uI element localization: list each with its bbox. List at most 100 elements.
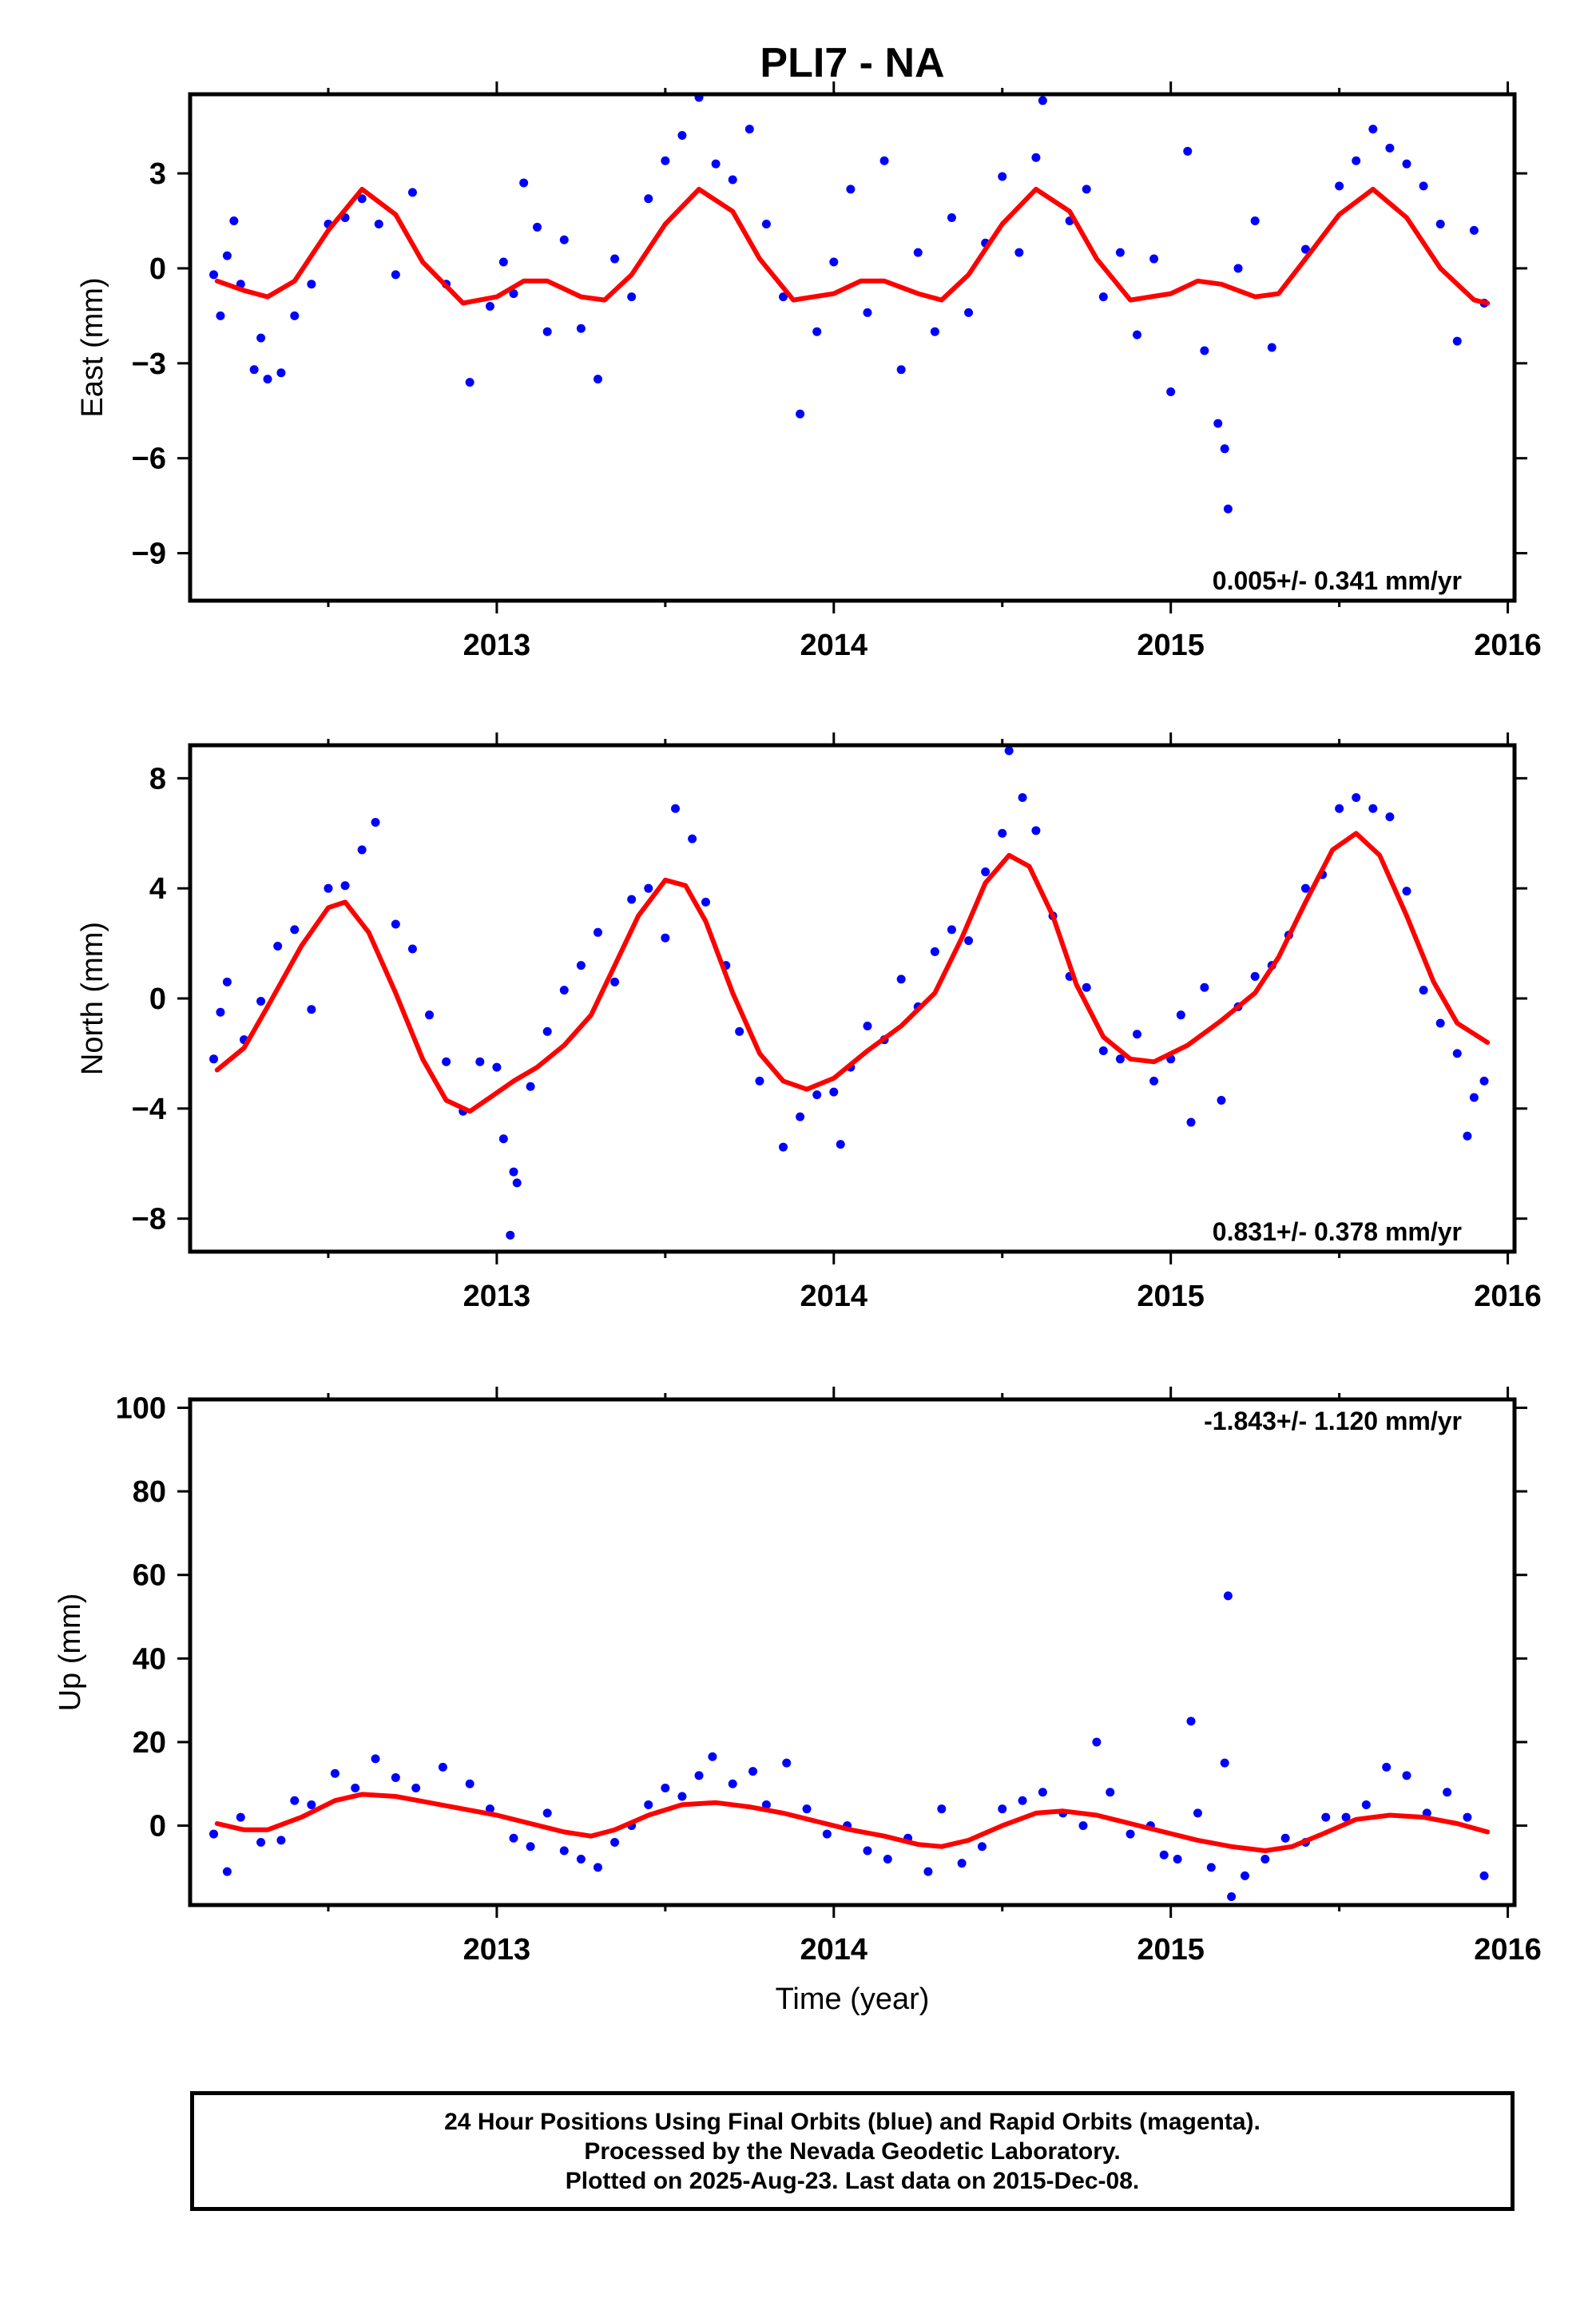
data-point <box>964 936 974 946</box>
data-point <box>796 409 805 419</box>
data-point <box>728 175 737 185</box>
data-point <box>1186 1117 1196 1127</box>
y-tick-label: 4 <box>149 872 166 906</box>
data-point <box>307 1005 316 1014</box>
data-point <box>610 1838 620 1848</box>
data-point <box>913 248 923 257</box>
data-point <box>661 156 670 165</box>
y-axis-label: East (mm) <box>76 277 109 417</box>
data-point <box>863 308 872 317</box>
x-tick-label: 2015 <box>1137 1933 1205 1967</box>
data-point <box>542 1026 552 1036</box>
data-point <box>1402 159 1411 169</box>
fit-line <box>214 831 1491 1114</box>
data-point <box>998 828 1007 838</box>
data-point <box>290 311 300 320</box>
data-point <box>1385 143 1395 153</box>
data-point <box>1106 1788 1115 1797</box>
data-point <box>782 1758 792 1768</box>
data-point <box>1213 419 1223 428</box>
data-point <box>1038 1788 1047 1797</box>
fit-line <box>214 186 1491 306</box>
data-point <box>1031 826 1041 836</box>
data-point <box>1092 1737 1102 1747</box>
data-point <box>1341 1812 1351 1822</box>
data-point <box>644 883 653 893</box>
data-point <box>846 185 856 194</box>
y-tick-label: 100 <box>116 1391 166 1425</box>
plot-frame <box>188 743 1517 1254</box>
data-point <box>1250 971 1260 981</box>
y-tick-label: −8 <box>132 1203 166 1236</box>
y-axis-label: Up (mm) <box>54 1594 87 1712</box>
data-point <box>1335 181 1344 191</box>
data-point <box>1149 254 1159 264</box>
data-point <box>1220 444 1229 454</box>
data-point <box>1250 216 1260 225</box>
data-point <box>1368 125 1378 134</box>
y-tick-label: 40 <box>133 1642 166 1676</box>
data-point <box>977 1842 987 1852</box>
data-point <box>836 1140 845 1149</box>
y-tick-label: 3 <box>149 157 166 191</box>
data-point <box>216 311 225 320</box>
y-tick-label: 0 <box>149 982 166 1016</box>
x-tick-label: 2016 <box>1474 629 1542 662</box>
data-point <box>1132 330 1141 339</box>
data-point <box>748 1767 758 1776</box>
data-point <box>998 172 1007 181</box>
data-point <box>438 1762 447 1772</box>
y-tick-label: 0 <box>149 252 166 286</box>
data-point <box>688 834 697 843</box>
y-tick-label: 20 <box>133 1726 166 1760</box>
data-point <box>498 257 508 267</box>
data-point <box>1435 219 1445 228</box>
data-point <box>519 178 529 188</box>
data-point <box>779 1142 788 1152</box>
y-tick-label: 8 <box>149 762 166 796</box>
data-point <box>1183 146 1193 156</box>
data-point <box>863 1021 872 1030</box>
data-point <box>644 194 653 204</box>
data-point <box>324 883 333 893</box>
data-point <box>1300 883 1310 893</box>
data-point <box>351 1784 360 1793</box>
data-point <box>371 817 380 827</box>
data-point <box>1267 343 1276 352</box>
data-point <box>1220 1758 1229 1768</box>
data-point <box>492 1062 502 1072</box>
data-point <box>593 927 602 937</box>
data-point <box>512 1178 522 1188</box>
data-point <box>964 308 974 317</box>
data-point <box>1186 1717 1196 1726</box>
data-point <box>216 1007 225 1017</box>
data-point <box>812 1090 822 1100</box>
data-point <box>1352 156 1361 165</box>
data-point <box>1335 804 1344 813</box>
y-tick-label: −6 <box>132 443 166 476</box>
x-tick-label: 2015 <box>1137 629 1205 662</box>
data-point <box>1217 1095 1226 1105</box>
data-point <box>542 327 552 336</box>
data-point <box>1098 292 1108 302</box>
data-point <box>506 1230 515 1240</box>
data-point <box>735 1026 744 1036</box>
data-point <box>981 867 991 876</box>
rate-label: 0.005+/- 0.341 mm/yr <box>1213 566 1462 595</box>
data-point <box>509 289 518 299</box>
data-point <box>701 897 710 907</box>
data-point <box>1321 1812 1331 1822</box>
data-point <box>576 961 586 970</box>
data-point <box>1038 96 1047 105</box>
data-point <box>1206 1863 1216 1872</box>
data-point <box>1159 1850 1169 1860</box>
data-point <box>276 368 286 378</box>
data-point <box>1368 804 1378 813</box>
data-point <box>533 222 542 232</box>
data-point <box>1018 1796 1027 1805</box>
data-point <box>1469 1093 1479 1102</box>
data-point <box>371 1754 380 1764</box>
panel-3: 2013 2014 2015 2016 100 80 60 40 20 0 Up (mm) -1.84… <box>54 1387 1542 1967</box>
data-point <box>1014 248 1024 257</box>
data-point <box>526 1842 535 1852</box>
